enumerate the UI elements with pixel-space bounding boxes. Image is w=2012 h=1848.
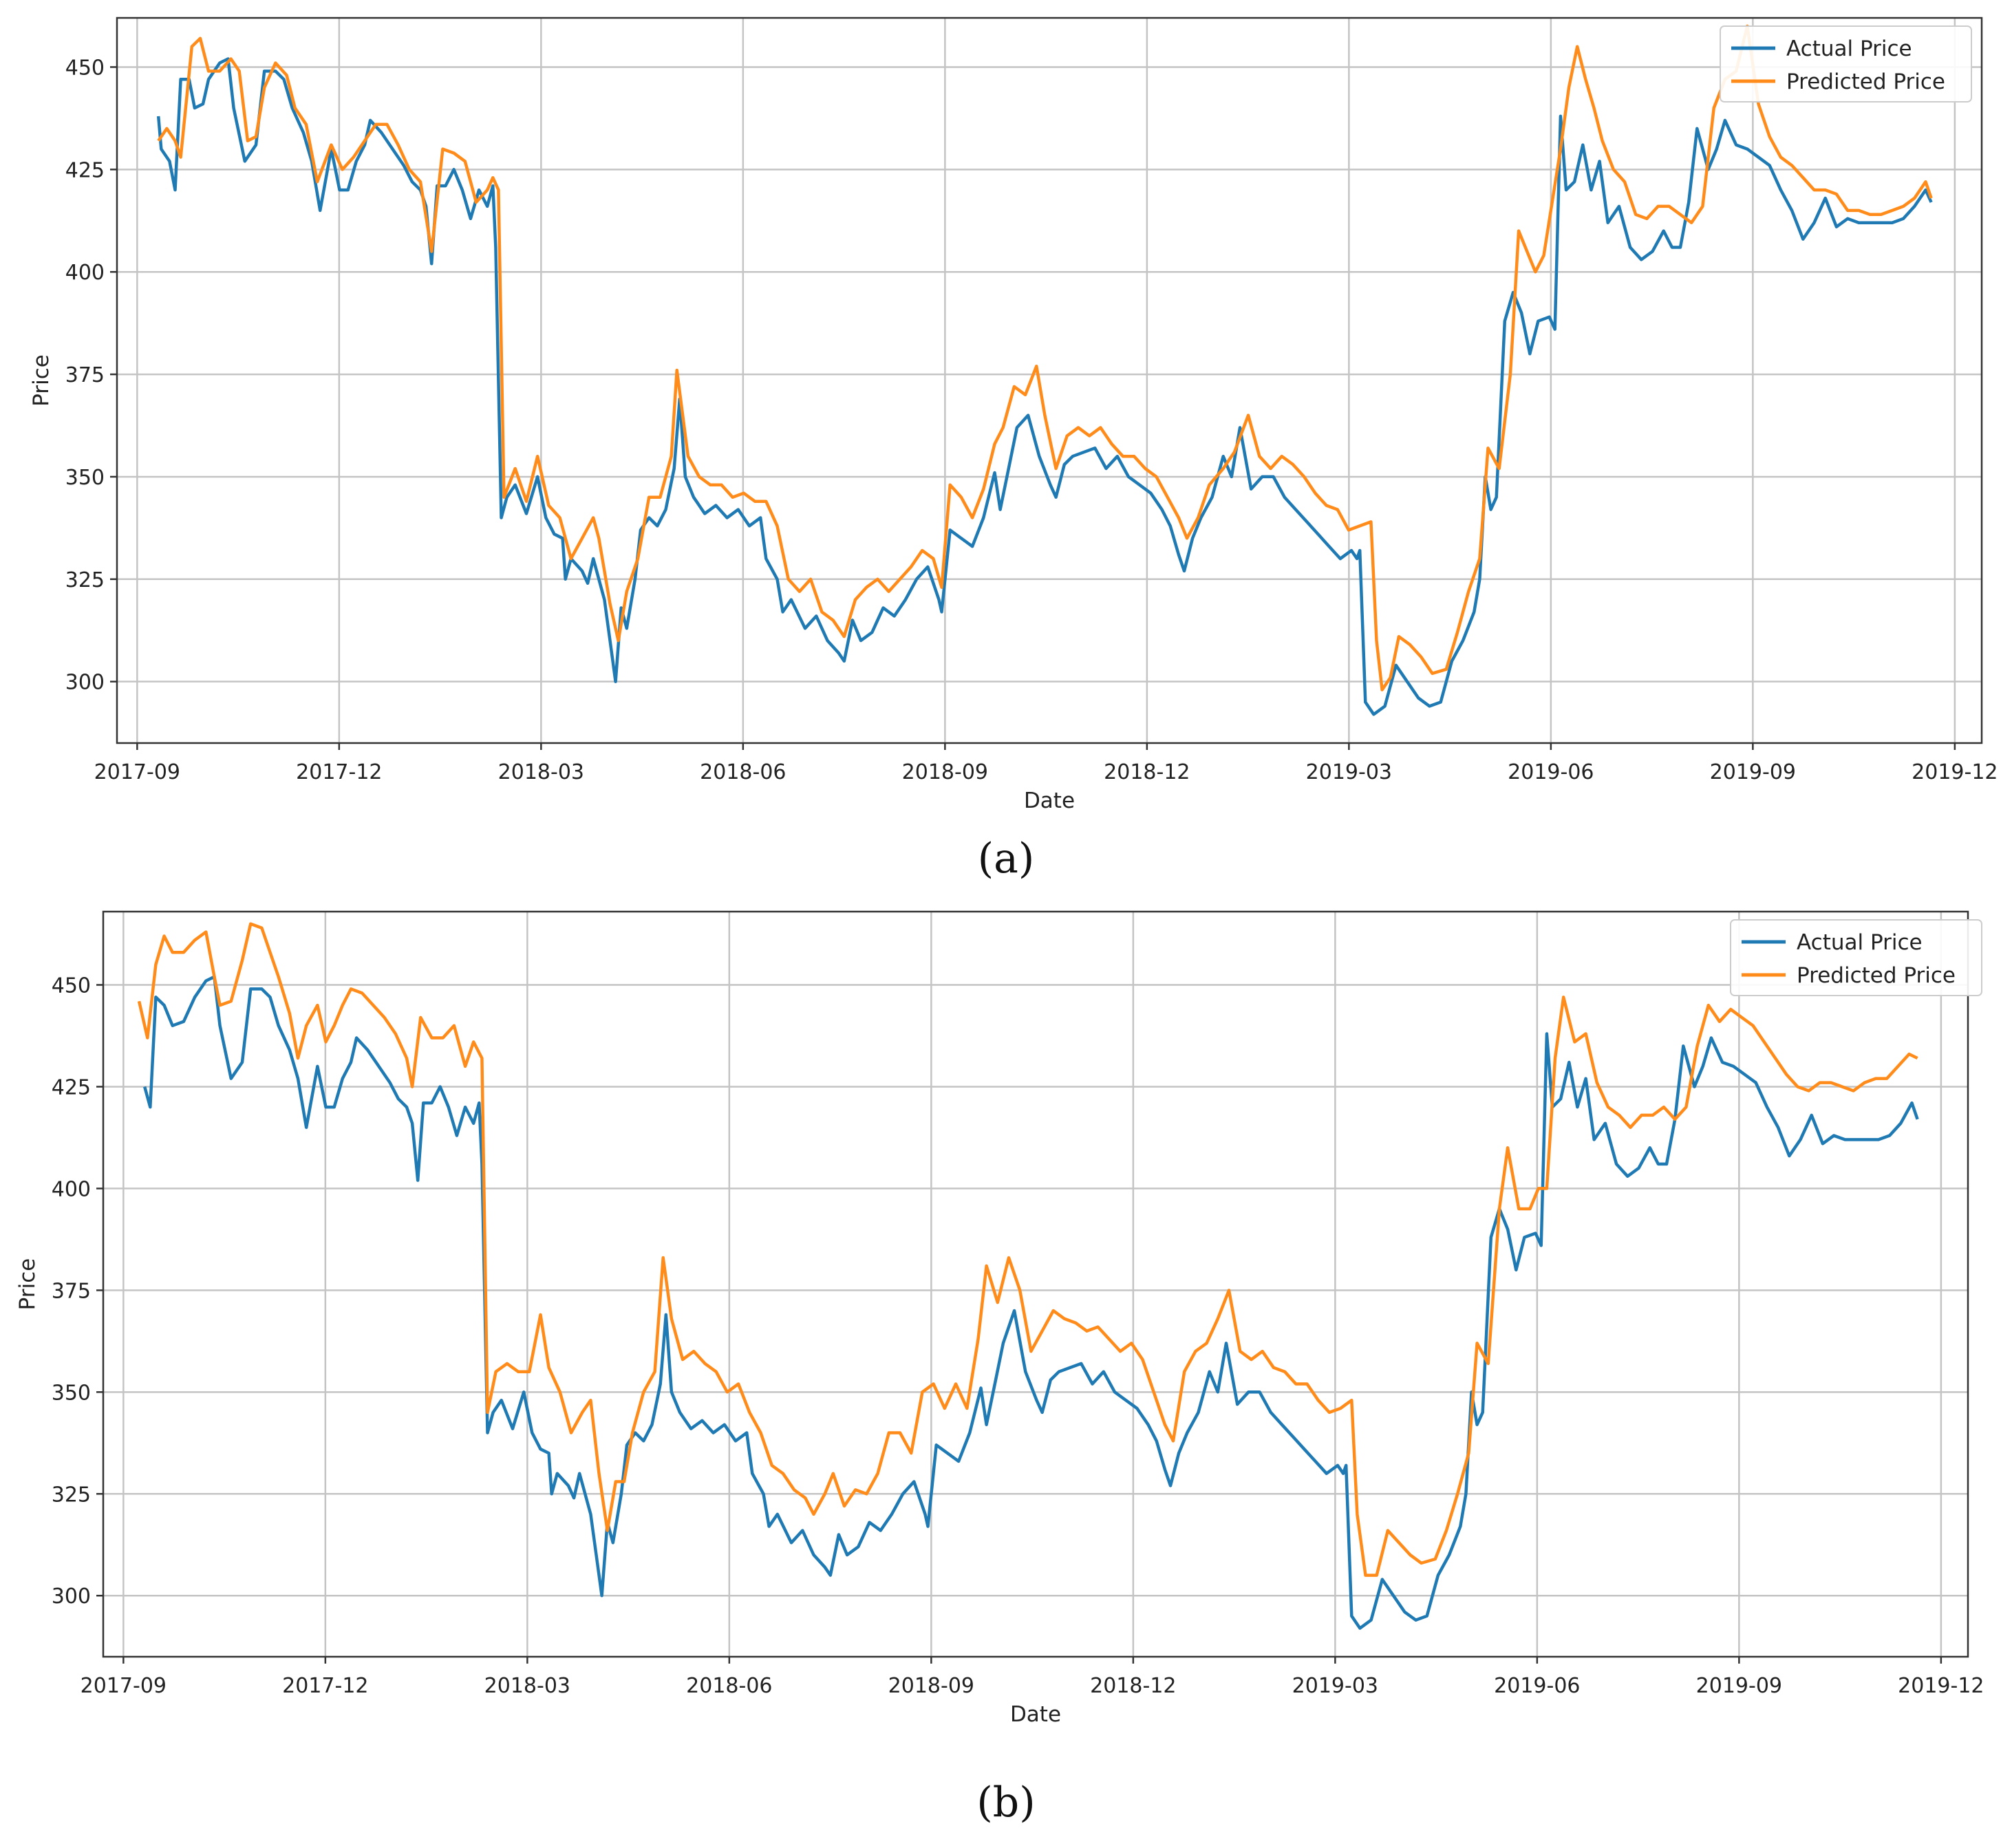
- x-tick-label: 2019-09: [1696, 1674, 1782, 1698]
- y-tick-label: 425: [52, 1075, 91, 1099]
- x-tick-label: 2019-12: [1898, 1674, 1984, 1698]
- x-tick-label: 2017-12: [296, 760, 382, 784]
- plot-frame: [102, 910, 1969, 1658]
- legend-box: [1720, 25, 1972, 103]
- x-tick-label: 2019-09: [1710, 760, 1796, 784]
- y-tick-label: 350: [52, 1381, 91, 1405]
- plot-frame: [116, 17, 1983, 744]
- x-tick-label: 2019-03: [1292, 1674, 1378, 1698]
- y-tick-label: 325: [65, 568, 105, 592]
- y-tick-label: 350: [65, 466, 105, 490]
- panel-label-b: (b): [976, 1779, 1035, 1827]
- legend-label-predicted-price: Predicted Price: [1797, 963, 1956, 988]
- chart-panel-a: 2017-09 2017-12 2018-03 2018-06 2018-09 2018-…: [29, 17, 1998, 813]
- x-tick-label: 2018-12: [1090, 1674, 1176, 1698]
- y-tick-label: 300: [65, 671, 105, 695]
- panel-label-a: (a): [978, 835, 1035, 883]
- x-tick-label: 2018-09: [888, 1674, 974, 1698]
- legend-box: [1730, 919, 1982, 996]
- chart-panel-b: 2017-09 2017-12 2018-03 2018-06 2018-09 2018-…: [15, 910, 1984, 1727]
- legend-label-actual-price: Actual Price: [1797, 930, 1923, 955]
- x-tick-label: 2018-09: [902, 760, 988, 784]
- legend-label-predicted-price: Predicted Price: [1786, 69, 1945, 94]
- y-tick-label: 375: [52, 1279, 91, 1303]
- y-tick-label: 425: [65, 158, 105, 182]
- x-axis-label: Date: [1024, 788, 1075, 813]
- x-tick-label: 2018-12: [1104, 760, 1190, 784]
- x-tick-label: 2017-09: [81, 1674, 167, 1698]
- series-line-actual-price: [156, 57, 1933, 716]
- x-axis-label: Date: [1010, 1702, 1061, 1727]
- y-axis-label: Price: [29, 354, 54, 407]
- x-tick-label: 2019-06: [1494, 1674, 1580, 1698]
- y-tick-label: 450: [65, 56, 105, 80]
- y-axis-label: Price: [15, 1258, 40, 1311]
- x-tick-label: 2018-03: [498, 760, 584, 784]
- y-tick-label: 450: [52, 974, 91, 998]
- legend: Actual Price Predicted Price: [1720, 25, 1972, 103]
- y-tick-label: 375: [65, 363, 105, 387]
- x-tick-label: 2018-06: [700, 760, 786, 784]
- y-tick-label: 400: [52, 1177, 91, 1201]
- x-tick-label: 2018-06: [686, 1674, 772, 1698]
- x-tick-label: 2017-12: [282, 1674, 368, 1698]
- legend: Actual Price Predicted Price: [1730, 919, 1982, 996]
- x-tick-label: 2017-09: [94, 760, 180, 784]
- legend-label-actual-price: Actual Price: [1786, 36, 1912, 61]
- x-tick-label: 2018-03: [484, 1674, 570, 1698]
- y-tick-label: 400: [65, 261, 105, 285]
- x-tick-label: 2019-12: [1912, 760, 1998, 784]
- x-tick-label: 2019-03: [1306, 760, 1392, 784]
- y-tick-label: 300: [52, 1584, 91, 1609]
- y-tick-label: 325: [52, 1483, 91, 1507]
- x-tick-label: 2019-06: [1508, 760, 1594, 784]
- series-line-actual-price: [143, 975, 1919, 1630]
- series-line-predicted-price: [137, 922, 1918, 1577]
- series-line-predicted-price: [157, 24, 1933, 691]
